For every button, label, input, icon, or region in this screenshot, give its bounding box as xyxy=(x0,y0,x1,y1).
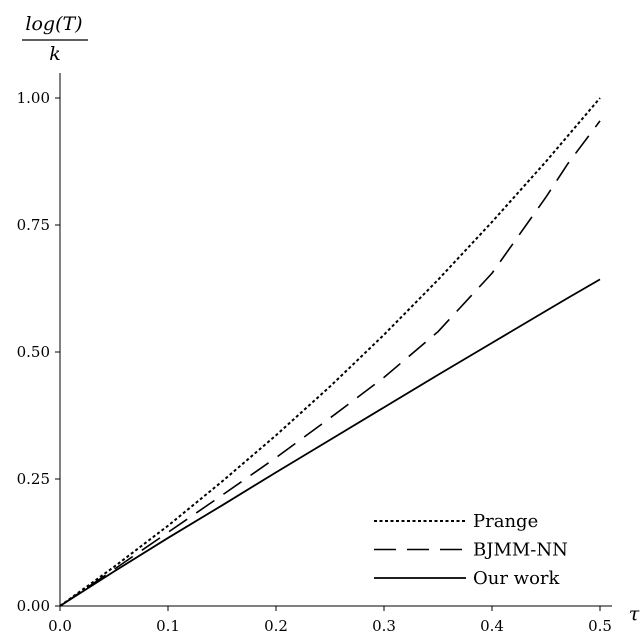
legend-label: Our work xyxy=(473,568,561,589)
y-tick-label: 1.00 xyxy=(17,89,50,107)
series-line-our-work xyxy=(59,278,601,607)
x-tick-label: 0.3 xyxy=(372,617,396,635)
y-tick-label: 0.50 xyxy=(17,343,50,361)
y-tick-label: 0.00 xyxy=(17,597,50,615)
legend-label: Prange xyxy=(473,511,538,532)
x-tick-label: 0.5 xyxy=(588,617,612,635)
x-axis-label: τ xyxy=(629,603,640,625)
x-ticks-group: 0.0 0.1 0.2 0.3 0.4 0.5 xyxy=(48,606,612,635)
y-tick-label: 0.75 xyxy=(17,216,50,234)
series-line-prange xyxy=(59,97,601,607)
x-tick-label: 0.4 xyxy=(480,617,504,635)
x-tick-label: 0.2 xyxy=(264,617,288,635)
x-tick-label: 0.1 xyxy=(156,617,180,635)
x-tick-label: 0.0 xyxy=(48,617,72,635)
legend: Prange BJMM-NN Our work xyxy=(374,511,568,589)
series-group xyxy=(59,97,601,607)
y-axis-label-numerator: log(T) xyxy=(25,13,82,35)
legend-label: BJMM-NN xyxy=(473,540,568,561)
y-ticks-group: 0.00 0.25 0.50 0.75 1.00 xyxy=(17,89,60,615)
series-line-bjmm-nn xyxy=(59,120,601,607)
y-tick-label: 0.25 xyxy=(17,470,50,488)
y-axis-label-denominator: k xyxy=(49,43,61,65)
